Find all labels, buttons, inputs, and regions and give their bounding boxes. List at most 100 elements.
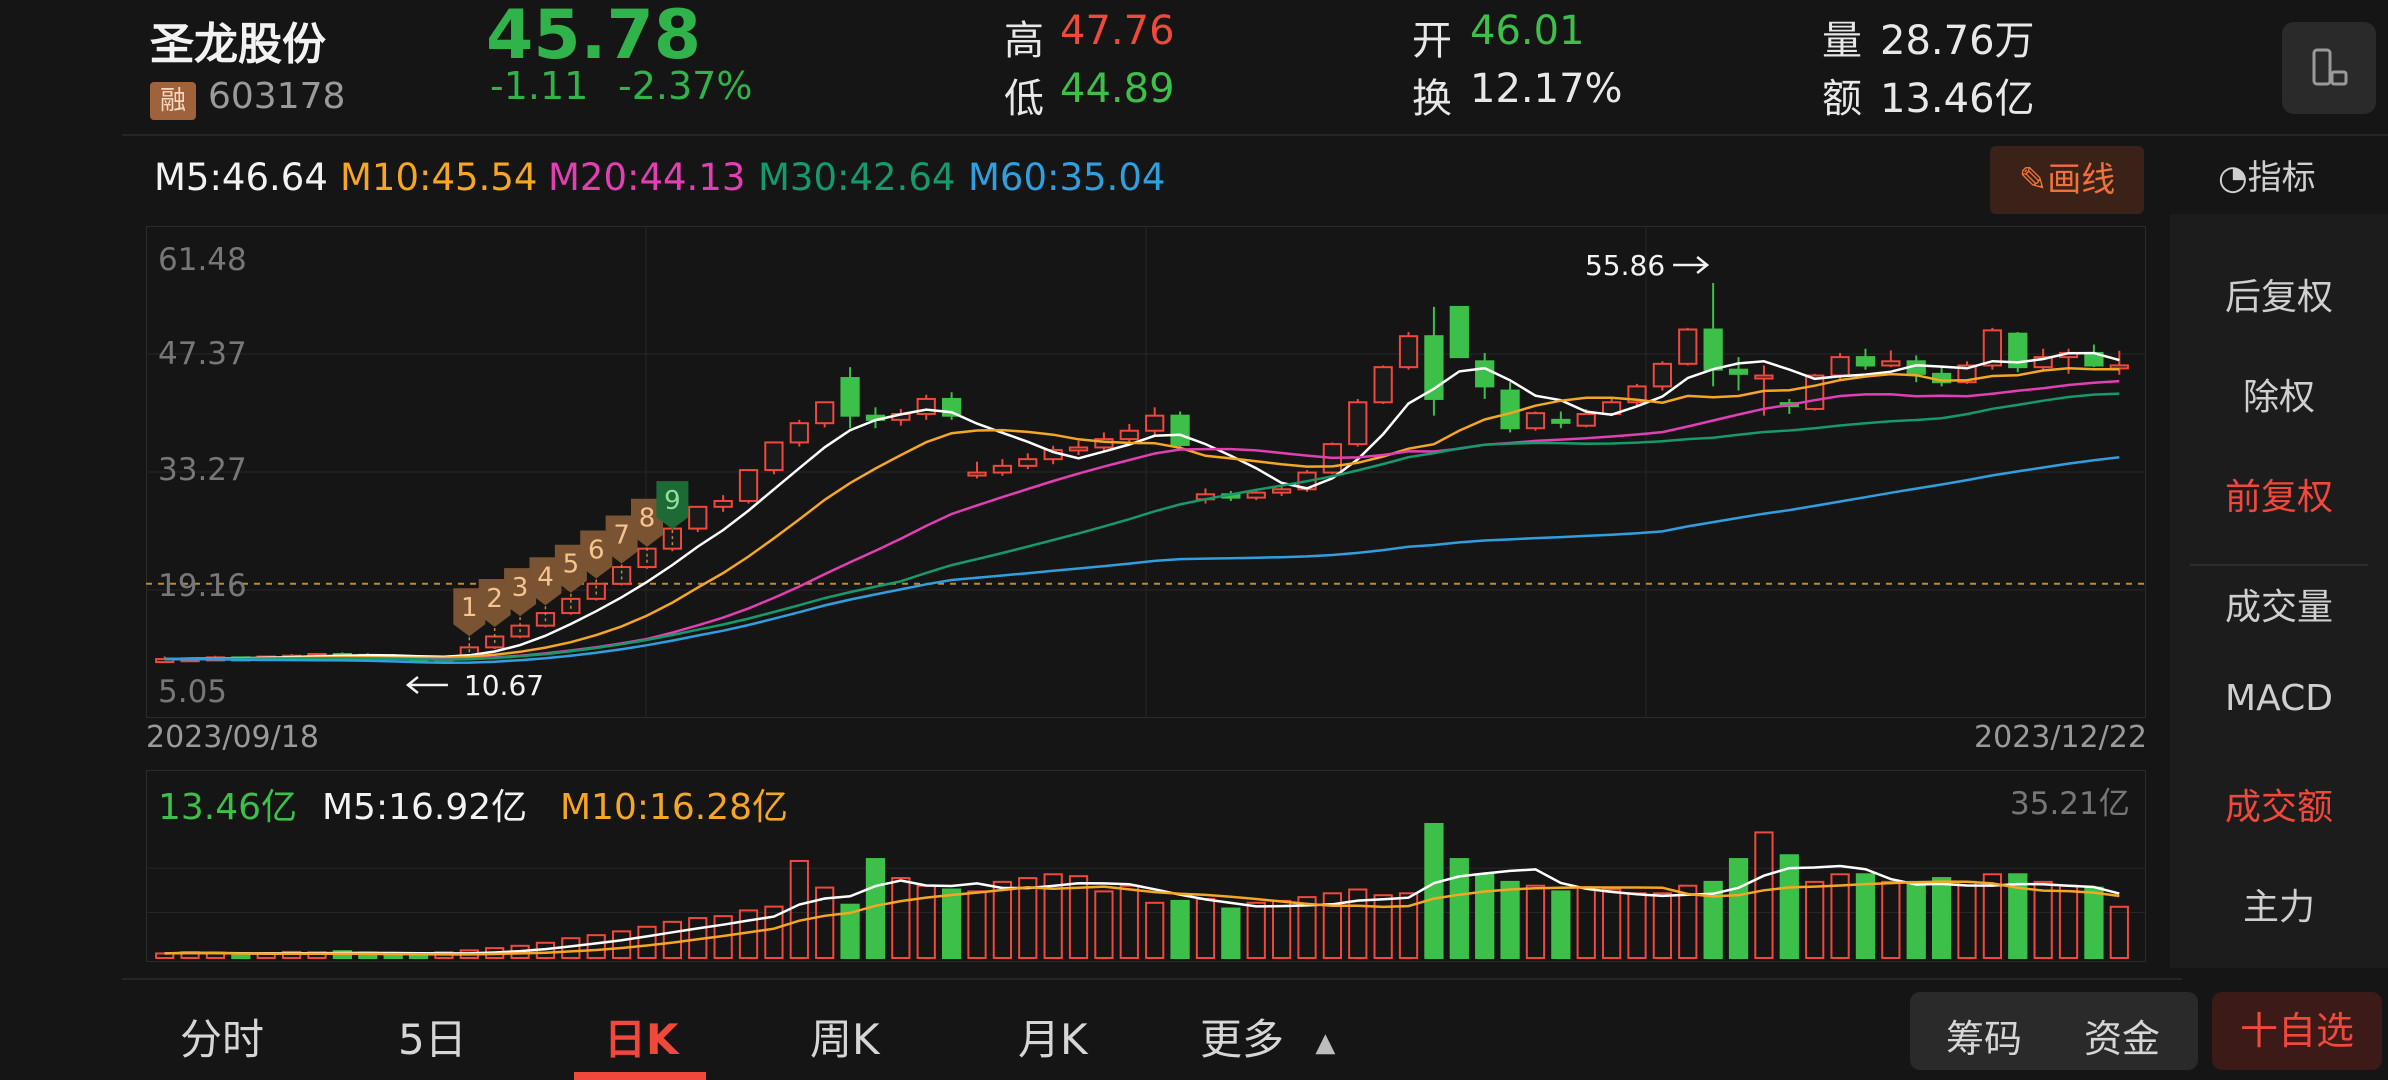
- high-annotation-label: 55.86: [1585, 249, 1665, 282]
- td-count-number: 4: [537, 562, 554, 592]
- candle: [992, 459, 1013, 476]
- amount-bar: [1221, 907, 1241, 960]
- amount-bar: [1297, 896, 1317, 959]
- td-badge: [631, 498, 663, 547]
- candle: [1068, 440, 1089, 455]
- sidebar-item-ex-rights[interactable]: 除权: [2242, 377, 2315, 418]
- candle-body: [1449, 305, 1469, 359]
- add-watchlist-button[interactable]: 十自选: [2212, 992, 2382, 1070]
- candle-body: [2008, 332, 2028, 369]
- td-count-number: 1: [461, 593, 478, 623]
- right-sidebar: 后复权 除权 前复权 成交量 MACD 成交额 主力: [2170, 214, 2388, 968]
- td-count-marker: 8: [631, 498, 663, 563]
- amount-bar: [1728, 858, 1749, 959]
- rotate-screen-button[interactable]: [2282, 22, 2376, 114]
- amount-bar: [1830, 873, 1850, 959]
- indicator-button[interactable]: ◔指标: [2218, 150, 2316, 199]
- candle-body: [1475, 360, 1495, 388]
- candle: [1551, 411, 1571, 429]
- turnover-label: 换: [1412, 76, 1452, 122]
- amount-bar: [789, 859, 809, 959]
- amount-chart[interactable]: [146, 770, 2146, 962]
- ma60-label: M60:35.04: [968, 156, 1166, 199]
- tab-more[interactable]: 更多 ▲: [1200, 1006, 1335, 1067]
- ma30-label: M30:42.64: [758, 156, 956, 199]
- amount-ma10: M10:16.28亿: [560, 787, 789, 828]
- td-count-marker: 5: [554, 544, 587, 609]
- price-change: -1.11: [490, 64, 589, 108]
- amount-ma5: M5:16.92亿: [322, 787, 528, 828]
- amount-bar: [815, 886, 835, 959]
- candle: [1982, 327, 2003, 370]
- td-count-number: 6: [588, 536, 605, 566]
- volume-value: 28.76万: [1880, 18, 2035, 64]
- candle-body: [1957, 364, 1977, 384]
- candle-body: [1271, 488, 1292, 494]
- candle-body: [840, 377, 860, 417]
- tab-intraday[interactable]: 分时: [180, 1015, 265, 1064]
- sidebar-item-amount[interactable]: 成交额: [2224, 787, 2333, 828]
- candle: [637, 547, 657, 569]
- sidebar-item-main-force[interactable]: 主力: [2242, 887, 2315, 928]
- candle-body: [688, 505, 708, 530]
- tab-monthly-k[interactable]: 月K: [1018, 1015, 1088, 1064]
- candle-body: [1119, 429, 1139, 441]
- candle-body: [1881, 360, 1901, 367]
- ma-line-m5: [164, 351, 2120, 661]
- high-label: 高: [1004, 18, 1044, 64]
- draw-line-button[interactable]: ✎画线: [1990, 146, 2144, 214]
- td-badge: [656, 481, 689, 530]
- tab-5day[interactable]: 5日: [398, 1015, 467, 1064]
- amount-bar: [1982, 873, 2003, 959]
- candle-body: [155, 658, 175, 664]
- tab-daily-k[interactable]: 日K: [604, 1015, 679, 1064]
- td-count-marker: 4: [529, 557, 562, 622]
- candle: [1348, 398, 1368, 447]
- amount-bar: [2033, 880, 2053, 959]
- candle: [611, 566, 632, 586]
- amount-bar: [2084, 886, 2104, 959]
- stock-name: 圣龙股份: [150, 19, 326, 70]
- candle: [1906, 355, 1926, 383]
- candle: [2008, 332, 2028, 373]
- active-tab-indicator: [574, 1072, 706, 1080]
- start-date: 2023/09/18: [146, 720, 319, 755]
- candle: [1881, 350, 1901, 368]
- td-badge: [605, 515, 638, 564]
- ma5-label: M5:46.64: [154, 156, 328, 199]
- amount-bar: [1018, 877, 1038, 959]
- candle: [764, 441, 784, 475]
- td-count-marker: 3: [504, 568, 537, 633]
- amount-bar: [1601, 888, 1622, 959]
- y-tick-1: 61.48: [158, 242, 247, 278]
- candle: [1119, 424, 1139, 445]
- sidebar-item-pre-adjusted[interactable]: 前复权: [2224, 477, 2333, 518]
- amount-chart-frame[interactable]: [146, 770, 2146, 962]
- amount-label: 额: [1822, 76, 1862, 122]
- amount-bar: [2008, 873, 2028, 959]
- tab-weekly-k[interactable]: 周K: [810, 1015, 880, 1064]
- candle-body: [1703, 328, 1723, 371]
- chips-funds-group: [1910, 992, 2198, 1070]
- candle: [1449, 305, 1469, 359]
- td-badge: [504, 568, 537, 617]
- open-value: 46.01: [1470, 8, 1585, 54]
- high-annotation: 55.86: [1585, 249, 1710, 282]
- sidebar-item-macd[interactable]: MACD: [2225, 678, 2333, 719]
- sidebar-item-post-adjusted[interactable]: 后复权: [2224, 277, 2333, 318]
- chips-button[interactable]: 筹码: [1946, 1017, 2023, 1061]
- td-count-marker: 6: [580, 530, 613, 595]
- amount-bar: [1525, 884, 1546, 959]
- amount-bar: [1500, 880, 1520, 959]
- amount-bar: [1043, 873, 1063, 959]
- amount-bar: [1449, 858, 1469, 959]
- candle-body: [1982, 329, 2003, 367]
- sidebar-item-volume[interactable]: 成交量: [2224, 587, 2333, 628]
- indicator-label: 指标: [2247, 158, 2316, 198]
- candle: [1170, 411, 1190, 450]
- high-arrow-head: [1696, 256, 1710, 274]
- amount-bar: [662, 920, 683, 960]
- td-badge: [580, 530, 613, 579]
- funds-button[interactable]: 资金: [2084, 1017, 2161, 1061]
